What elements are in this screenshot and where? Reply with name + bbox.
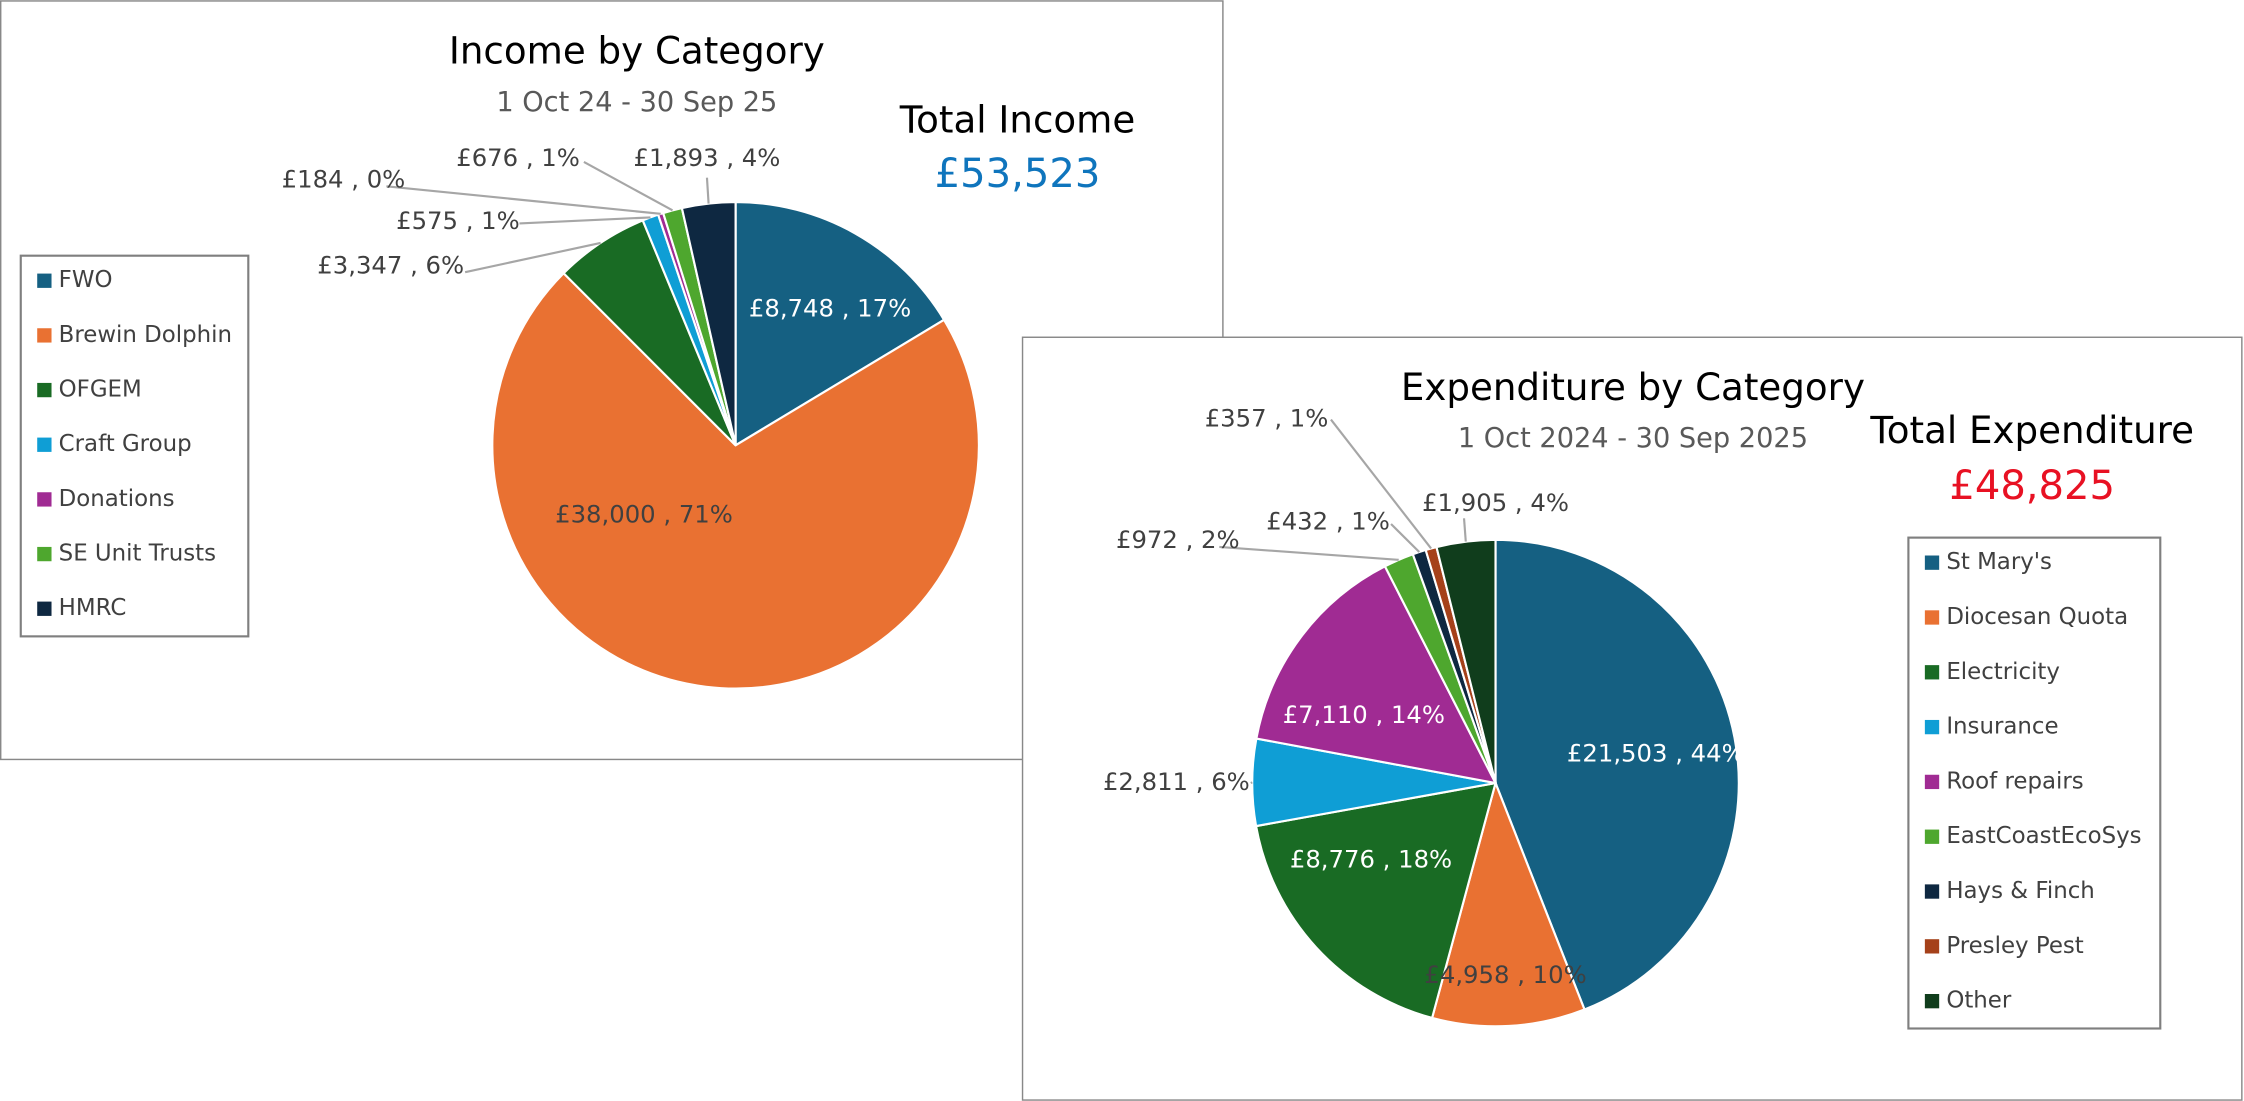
data-label: £8,776 , 18% [1290, 844, 1452, 873]
legend-swatch [37, 492, 52, 507]
leader-line [1250, 781, 1253, 785]
legend-label: EastCoastEcoSys [1946, 823, 2141, 849]
total-value: £48,825 [1949, 463, 2115, 509]
legend-box [1907, 536, 2162, 1030]
leader-line [1219, 545, 1399, 561]
data-label: £1,905 , 4% [1422, 488, 1569, 517]
pie-slice [680, 200, 737, 446]
leader-line [705, 177, 710, 204]
pie-slice [491, 271, 980, 690]
total-label: Total Expenditure [1869, 408, 2194, 452]
legend-label: Other [1946, 988, 2012, 1014]
legend-label: OFGEM [59, 377, 142, 403]
chart-subtitle: 1 Oct 24 - 30 Sep 25 [496, 87, 777, 118]
legend-swatch [1924, 665, 1940, 680]
data-label: £4,958 , 10% [1424, 960, 1586, 989]
data-label: £8,748 , 17% [749, 293, 911, 322]
legend-label: Brewin Dolphin [59, 322, 232, 348]
legend-swatch [1924, 884, 1940, 899]
leader-line [519, 216, 651, 225]
data-label: £972 , 2% [1116, 525, 1240, 554]
data-label: £575 , 1% [396, 206, 520, 235]
leader-line [583, 161, 674, 212]
data-label: £1,893 , 4% [634, 143, 781, 172]
data-label: £432 , 1% [1266, 507, 1390, 536]
pie-slice [1430, 779, 1586, 1028]
legend-swatch [37, 273, 52, 288]
total-label: Total Income [899, 97, 1136, 141]
legend-label: Insurance [1946, 714, 2058, 740]
legend-swatch [1924, 555, 1940, 570]
legend-box [19, 254, 250, 638]
legend-label: Hays & Finch [1946, 878, 2094, 904]
legend-label: HMRC [59, 595, 127, 621]
legend-label: Craft Group [59, 431, 192, 457]
chart-subtitle: 1 Oct 2024 - 30 Sep 2025 [1458, 423, 1808, 454]
legend-label: FWO [59, 267, 113, 293]
data-label: £2,811 , 6% [1103, 767, 1250, 796]
legend-swatch [1924, 829, 1940, 844]
legend-label: St Mary's [1946, 549, 2052, 575]
leader-line [1390, 523, 1421, 553]
legend-swatch [1924, 994, 1940, 1009]
data-label: £7,110 , 14% [1283, 700, 1445, 729]
pie-slice [734, 200, 946, 448]
data-label: £184 , 0% [282, 165, 406, 194]
legend-swatch [37, 601, 52, 616]
leader-line [1462, 518, 1467, 542]
legend-swatch [1924, 719, 1940, 735]
data-label: £21,503 , 44% [1567, 738, 1745, 767]
legend-label: Roof repairs [1946, 768, 2083, 794]
chart-title: Expenditure by Category [1401, 365, 1865, 409]
legend-swatch [37, 328, 52, 343]
leader-line [386, 185, 661, 215]
data-label: £676 , 1% [456, 143, 580, 172]
leader-line [1330, 418, 1432, 550]
legend-swatch [1924, 939, 1940, 954]
data-label: £38,000 , 71% [555, 499, 733, 528]
legend-swatch [1924, 774, 1940, 790]
legend-swatch [37, 546, 52, 562]
data-label: £3,347 , 6% [317, 250, 464, 279]
legend-label: Electricity [1946, 659, 2060, 685]
legend-label: Donations [59, 486, 175, 512]
leader-line [464, 241, 601, 274]
pie-slice [1255, 564, 1498, 785]
chart-title: Income by Category [449, 29, 825, 73]
pie-slice [1435, 538, 1497, 784]
legend-label: Diocesan Quota [1946, 604, 2128, 630]
total-value: £53,523 [935, 151, 1101, 197]
legend-label: Presley Pest [1946, 933, 2083, 959]
legend-swatch [37, 437, 52, 452]
legend-swatch [1924, 610, 1940, 625]
legend-label: SE Unit Trusts [59, 541, 216, 567]
legend-swatch [37, 382, 52, 398]
pie-slice [1494, 538, 1740, 1011]
data-label: £357 , 1% [1205, 404, 1329, 433]
pie-slice [1254, 781, 1498, 1020]
